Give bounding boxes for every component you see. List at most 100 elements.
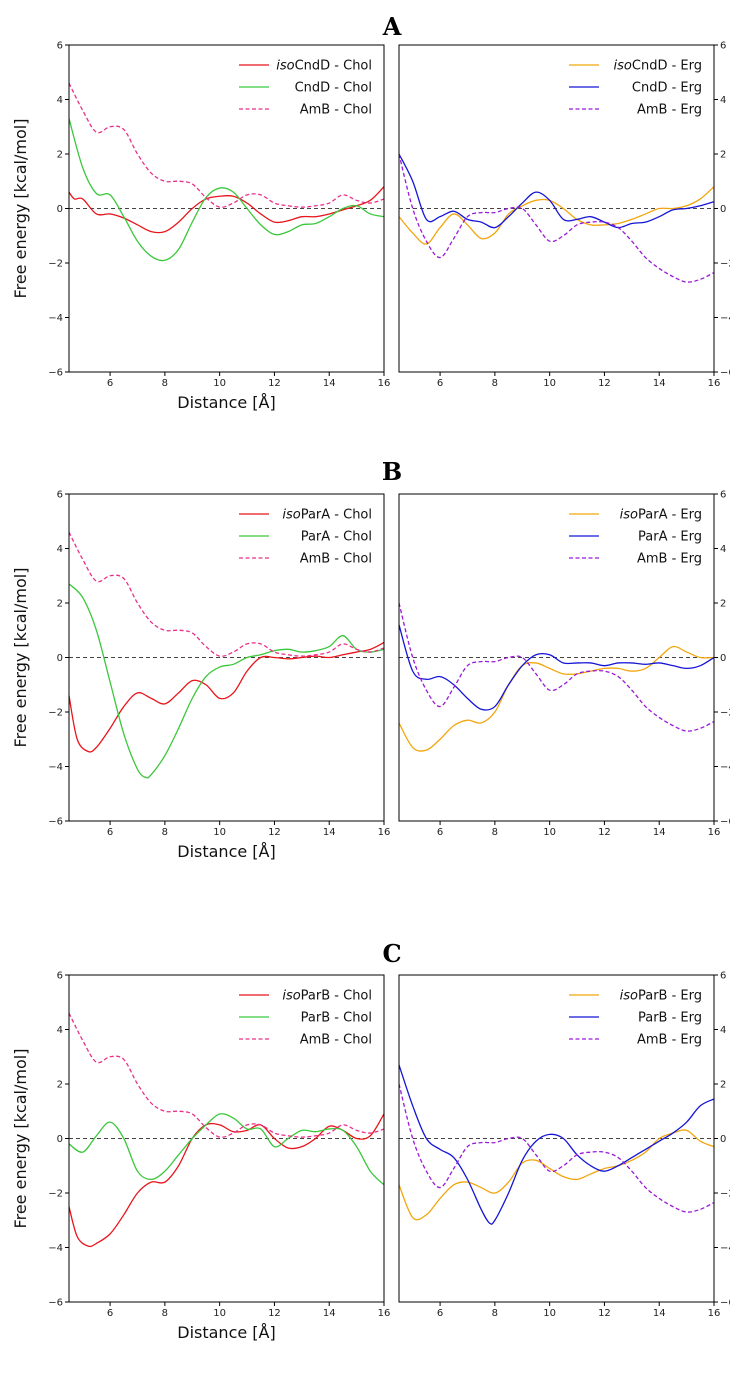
x-tick-label: 16	[708, 827, 721, 838]
y-axis-label: Free energy [kcal/mol]	[11, 568, 30, 748]
x-tick-label: 16	[378, 378, 391, 389]
legend-entry: AmB - Erg	[637, 103, 702, 118]
legend-entry: AmB - Chol	[300, 552, 372, 567]
axes-frame	[68, 493, 385, 822]
y-tick-label: −6	[48, 817, 63, 828]
x-tick-label: 6	[437, 1308, 443, 1319]
panel-letter: A	[382, 12, 402, 41]
series-line-amb-chol	[69, 82, 384, 208]
y-tick-label: −4	[720, 762, 730, 773]
x-tick-label: 8	[492, 1308, 498, 1319]
y-tick-label: 2	[720, 150, 726, 161]
y-tick-label: 0	[57, 204, 63, 215]
legend-entry: ParA - Erg	[638, 530, 702, 545]
axes-frame	[68, 44, 385, 373]
x-tick-label: 6	[107, 827, 113, 838]
series-line-isoparb-chol	[69, 1113, 384, 1248]
x-tick-label: 14	[323, 378, 336, 389]
series-group	[69, 82, 384, 262]
series-line-isopara-chol	[69, 641, 384, 753]
panel-letter: C	[382, 939, 401, 968]
y-tick-label: 4	[720, 544, 726, 555]
series-line-parb-chol	[69, 1113, 384, 1186]
legend-entry: AmB - Chol	[300, 103, 372, 118]
y-tick-label: −6	[48, 368, 63, 379]
series-line-isopara-erg	[399, 645, 714, 752]
series-line-parb-erg	[399, 1064, 714, 1225]
y-tick-label: 2	[57, 1080, 63, 1091]
y-tick-label: 2	[720, 1080, 726, 1091]
series-line-amb-chol	[69, 1012, 384, 1138]
series-line-amb-erg	[399, 602, 714, 732]
legend-entry: ParB - Chol	[301, 1011, 372, 1026]
series-line-cndd-chol	[69, 118, 384, 262]
y-tick-label: −2	[720, 1189, 730, 1200]
x-tick-label: 14	[323, 827, 336, 838]
x-tick-label: 6	[437, 827, 443, 838]
legend-entry: CndD - Chol	[295, 81, 372, 96]
legend-entry: isoCndD - Erg	[614, 59, 702, 74]
series-line-isocndd-chol	[69, 186, 384, 234]
x-tick-label: 12	[598, 378, 611, 389]
x-tick-label: 16	[708, 378, 721, 389]
y-axis-label: Free energy [kcal/mol]	[11, 119, 30, 299]
y-tick-label: 4	[720, 95, 726, 106]
legend-entry: isoParA - Chol	[282, 508, 372, 523]
axes-frame	[68, 974, 385, 1303]
legend-entry: ParB - Erg	[638, 1011, 702, 1026]
x-axis-label: Distance [Å]	[177, 393, 275, 412]
axes-frame	[398, 493, 715, 822]
x-tick-label: 8	[162, 1308, 168, 1319]
y-tick-label: −4	[48, 762, 63, 773]
y-tick-label: 0	[57, 653, 63, 664]
y-tick-label: 2	[57, 599, 63, 610]
y-tick-label: −2	[48, 259, 63, 270]
series-line-amb-erg	[399, 1083, 714, 1213]
panel-B-right: −6 −4 −2 0 2 4 6 6 8 10 12 14 16 isoParA - Erg ParA - …	[398, 490, 730, 838]
axes-frame	[398, 974, 715, 1303]
legend-entry: isoParB - Erg	[620, 989, 702, 1004]
x-tick-label: 12	[268, 827, 281, 838]
series-group	[399, 1064, 714, 1225]
y-tick-label: −2	[48, 1189, 63, 1200]
series-line-amb-chol	[69, 531, 384, 657]
x-tick-label: 12	[598, 827, 611, 838]
y-tick-label: −6	[720, 1298, 730, 1309]
x-tick-label: 6	[437, 378, 443, 389]
y-tick-label: 0	[57, 1134, 63, 1145]
y-tick-label: 0	[720, 653, 726, 664]
x-axis-label: Distance [Å]	[177, 842, 275, 861]
y-tick-label: −2	[48, 708, 63, 719]
y-tick-label: −4	[48, 313, 63, 324]
series-line-amb-erg	[399, 153, 714, 283]
panel-C-right: −6 −4 −2 0 2 4 6 6 8 10 12 14 16 isoParB - Erg ParB - …	[398, 971, 730, 1319]
x-tick-label: 12	[598, 1308, 611, 1319]
legend-entry: CndD - Erg	[632, 81, 702, 96]
y-tick-label: −6	[720, 817, 730, 828]
y-tick-label: 6	[720, 971, 726, 982]
y-tick-label: −2	[720, 259, 730, 270]
x-tick-label: 14	[653, 378, 666, 389]
x-tick-label: 10	[543, 378, 556, 389]
series-group	[69, 531, 384, 779]
x-tick-label: 6	[107, 378, 113, 389]
x-tick-label: 8	[492, 827, 498, 838]
x-tick-label: 14	[653, 1308, 666, 1319]
x-tick-label: 8	[162, 378, 168, 389]
y-tick-label: 0	[720, 1134, 726, 1145]
x-tick-label: 14	[323, 1308, 336, 1319]
panel-B-left: −6 −4 −2 0 2 4 6 6 8 10 12 14 16 isoParA - Chol ParA -…	[11, 490, 390, 862]
series-group	[69, 1012, 384, 1248]
y-tick-label: 6	[720, 41, 726, 52]
legend-entry: isoCndD - Chol	[276, 59, 372, 74]
x-tick-label: 12	[268, 378, 281, 389]
y-tick-label: −4	[48, 1243, 63, 1254]
legend-entry: isoParB - Chol	[282, 989, 372, 1004]
x-tick-label: 10	[543, 827, 556, 838]
series-group	[399, 602, 714, 752]
series-group	[399, 153, 714, 283]
x-tick-label: 16	[708, 1308, 721, 1319]
series-line-isoparb-erg	[399, 1129, 714, 1221]
y-tick-label: 4	[57, 95, 63, 106]
